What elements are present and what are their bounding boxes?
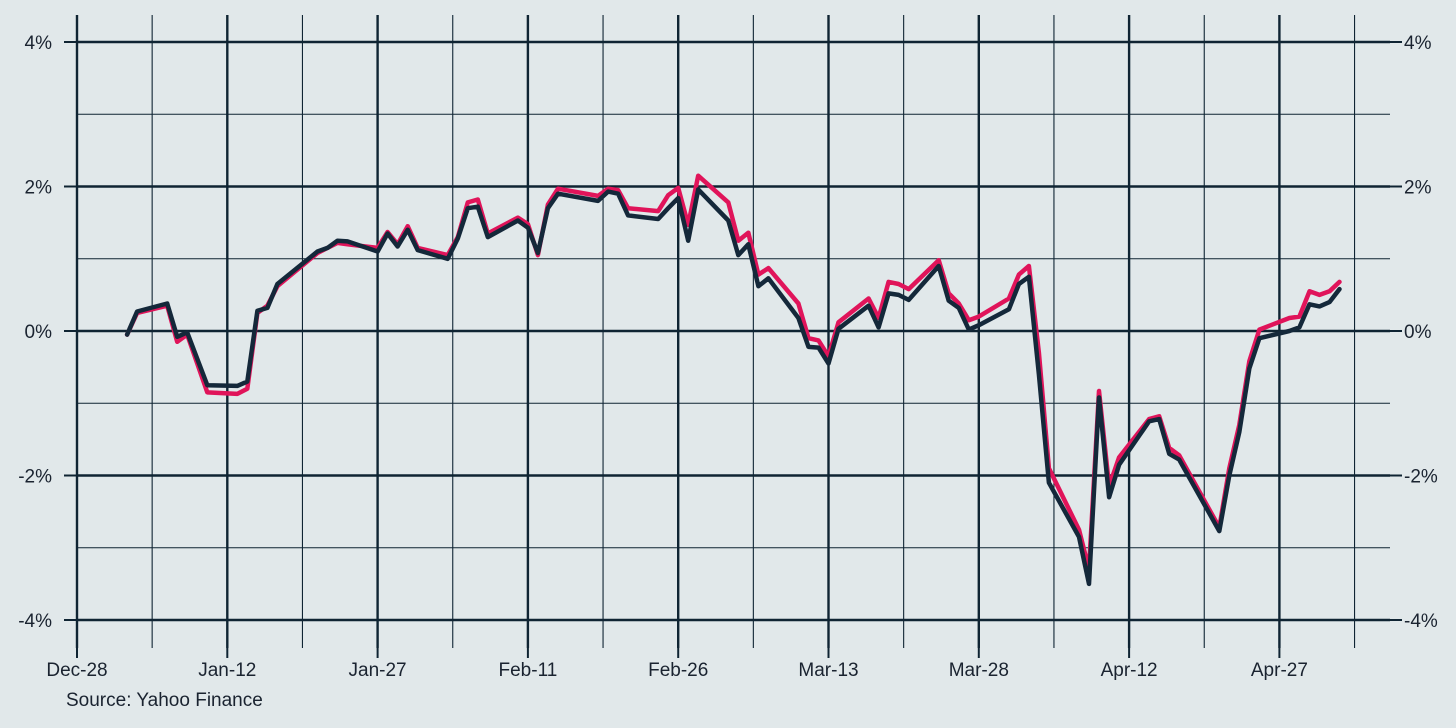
source-note: Source: Yahoo Finance bbox=[66, 690, 263, 711]
y-tick-label-right: 4% bbox=[1404, 33, 1432, 54]
x-axis: Dec-28 Jan-12 Jan-27 Feb-11 Feb-26 Mar-13 Mar-… bbox=[46, 648, 1308, 681]
x-tick-label: Feb-26 bbox=[648, 660, 708, 681]
x-tick-label: Mar-13 bbox=[798, 660, 858, 681]
series bbox=[124, 173, 1342, 587]
y-tick-label-left: -2% bbox=[18, 467, 52, 488]
y-tick-label-right: 2% bbox=[1404, 178, 1432, 199]
y-tick-label-left: -4% bbox=[18, 611, 52, 632]
x-tick-label: Feb-11 bbox=[499, 660, 558, 681]
y-tick-label-left: 0% bbox=[25, 322, 53, 343]
x-tick-label: Apr-12 bbox=[1101, 660, 1158, 681]
x-tick-label: Jan-27 bbox=[349, 660, 407, 681]
x-tick-label: Apr-27 bbox=[1251, 660, 1308, 681]
grid bbox=[75, 15, 1390, 648]
y-axis-left: 4% 2% 0% -2% -4% bbox=[18, 33, 77, 632]
y-tick-label-right: -2% bbox=[1404, 467, 1438, 488]
y-tick-label-right: -4% bbox=[1404, 611, 1438, 632]
y-tick-label-right: 0% bbox=[1404, 322, 1432, 343]
x-tick-label: Dec-28 bbox=[46, 660, 107, 681]
y-axis-right: 4% 2% 0% -2% -4% bbox=[1390, 33, 1438, 632]
y-tick-label-left: 2% bbox=[25, 178, 53, 199]
y-tick-label-left: 4% bbox=[25, 33, 53, 54]
x-tick-label: Mar-28 bbox=[949, 660, 1009, 681]
x-tick-label: Jan-12 bbox=[198, 660, 256, 681]
series-line-navy bbox=[124, 187, 1342, 587]
